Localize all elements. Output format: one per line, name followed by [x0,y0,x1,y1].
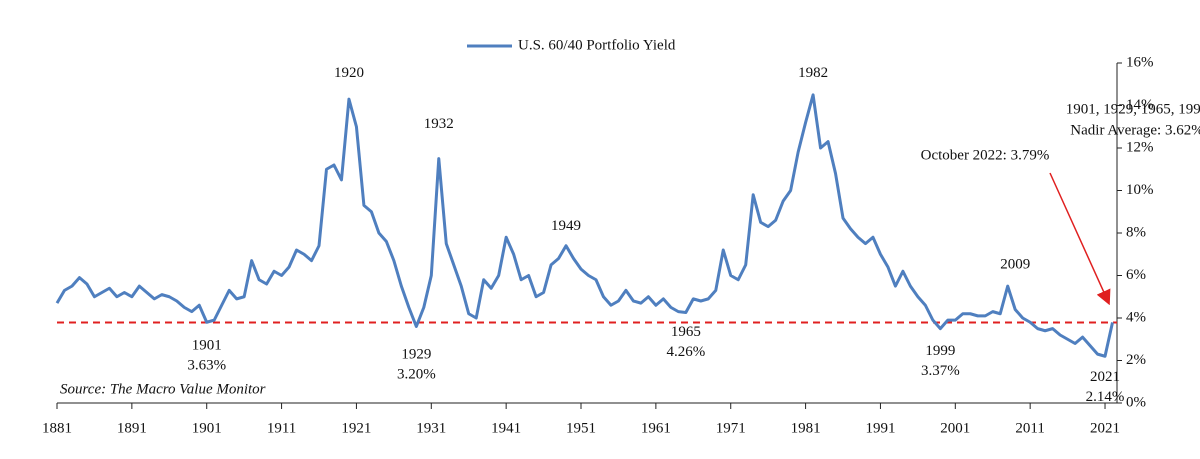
x-tick-label: 1981 [791,420,821,436]
current-note: October 2022: 3.79% [921,147,1050,163]
x-tick-label: 1971 [716,420,746,436]
y-tick-label: 4% [1126,309,1146,325]
x-tick-label: 2001 [940,420,970,436]
x-tick-label: 1891 [117,420,147,436]
annotation: 1949 [551,218,581,234]
y-tick-label: 12% [1126,139,1154,155]
y-tick-label: 0% [1126,394,1146,410]
annotation: 1920 [334,65,364,81]
annotation: 2.14% [1086,389,1125,405]
y-tick-label: 2% [1126,352,1146,368]
y-tick-label: 16% [1126,54,1154,70]
x-tick-label: 1951 [566,420,596,436]
x-tick-label: 1911 [267,420,296,436]
x-tick-label: 1961 [641,420,671,436]
x-tick-label: 1931 [416,420,446,436]
y-tick-label: 14% [1126,97,1154,113]
annotation: 3.37% [921,363,960,379]
legend-label: U.S. 60/40 Portfolio Yield [518,37,676,53]
annotation: 3.20% [397,366,436,382]
annotation: 1965 [671,324,701,340]
annotation: 1932 [424,116,454,132]
nadir-note: Nadir Average: 3.62% [1070,122,1200,138]
series-line [55,93,1114,358]
annotation: 3.63% [187,357,226,373]
annotation: 4.26% [666,344,705,360]
x-tick-label: 1991 [865,420,895,436]
nadir-note: 1901, 1929, 1965, 1999 [1066,101,1200,117]
x-tick-label: 1921 [341,420,371,436]
x-tick-label: 1941 [491,420,521,436]
y-tick-label: 10% [1126,182,1154,198]
y-tick-label: 8% [1126,224,1146,240]
source: Source: The Macro Value Monitor [60,381,266,397]
x-tick-label: 2021 [1090,420,1120,436]
annotation: 1999 [925,343,955,359]
x-tick-label: 1881 [42,420,72,436]
y-tick-label: 6% [1126,267,1146,283]
annotation: 2009 [1000,256,1030,272]
annotation: 1929 [401,346,431,362]
annotation: 1982 [798,65,828,81]
x-tick-label: 1901 [192,420,222,436]
x-tick-label: 2011 [1015,420,1044,436]
annotation: 2021 [1090,369,1120,385]
current-arrow [1049,172,1111,306]
annotation: 1901 [192,337,222,353]
